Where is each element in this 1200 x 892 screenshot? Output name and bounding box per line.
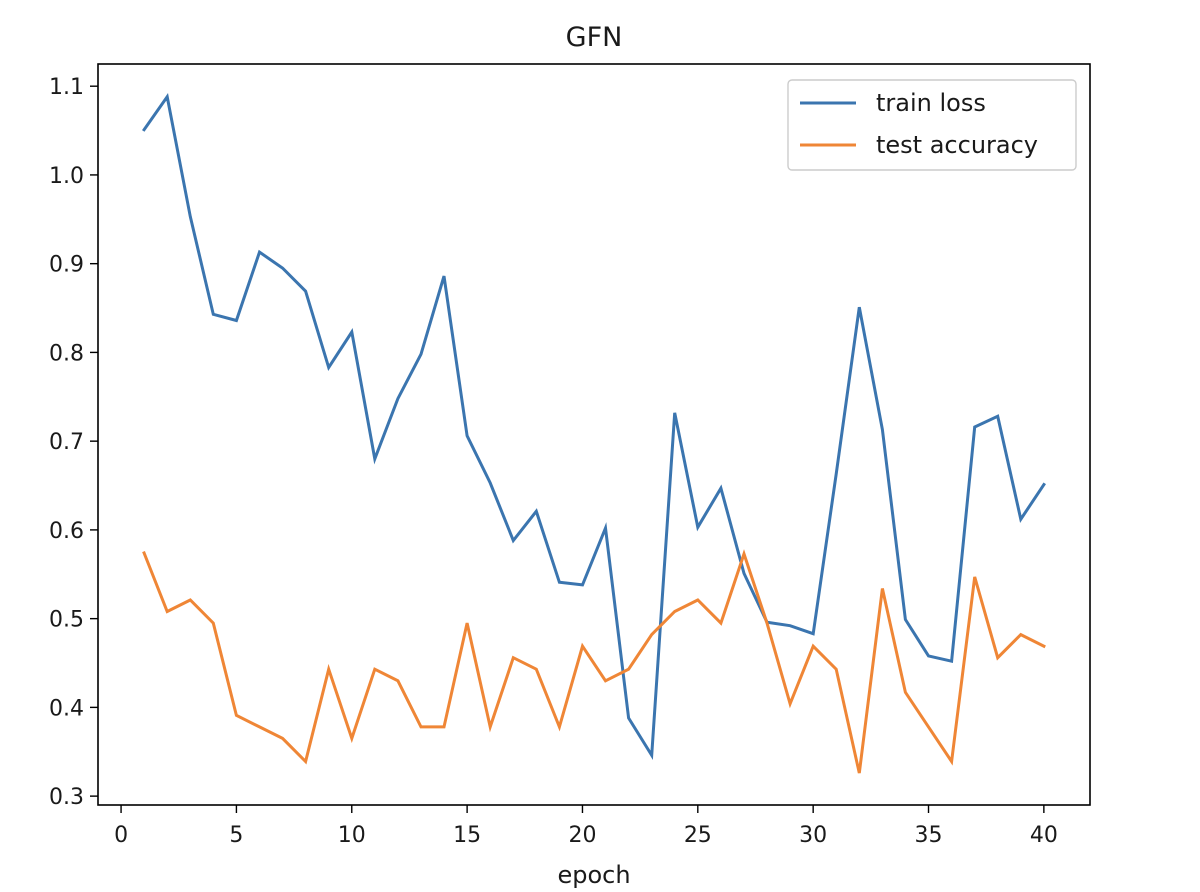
y-tick-label: 0.4 (49, 696, 84, 721)
legend-label-train-loss: train loss (876, 89, 986, 117)
x-tick-label: 0 (114, 823, 128, 848)
y-tick-label: 0.5 (49, 608, 84, 633)
x-axis-label: epoch (557, 861, 630, 889)
series-line-train-loss (142, 93, 1046, 761)
x-tick-label: 10 (338, 823, 366, 848)
y-tick-label: 0.3 (49, 785, 84, 810)
y-tick-label: 0.9 (49, 253, 84, 278)
y-axis: 0.3 0.4 0.5 0.6 0.7 0.8 0.9 1.0 1.1 (49, 75, 98, 810)
x-tick-label: 40 (1030, 823, 1058, 848)
axes-frame (97, 63, 1091, 806)
x-tick-label: 30 (799, 823, 827, 848)
x-tick-label: 35 (915, 823, 943, 848)
x-tick-label: 5 (229, 823, 243, 848)
legend-label-test-accuracy: test accuracy (876, 131, 1038, 159)
y-tick-label: 1.1 (49, 75, 84, 100)
legend-box (787, 79, 1077, 171)
legend: train loss test accuracy (787, 79, 1077, 171)
x-tick-label: 20 (568, 823, 596, 848)
x-axis: 0 5 10 15 20 25 30 35 40 (114, 805, 1058, 848)
chart-title: GFN (566, 22, 623, 53)
y-tick-label: 0.8 (49, 341, 84, 366)
y-tick-label: 1.0 (49, 164, 84, 189)
series-layer (142, 93, 1046, 774)
x-tick-label: 15 (453, 823, 481, 848)
y-tick-label: 0.7 (49, 430, 84, 455)
x-tick-label: 25 (684, 823, 712, 848)
y-tick-label: 0.6 (49, 519, 84, 544)
series-line-test-accuracy (142, 549, 1046, 774)
